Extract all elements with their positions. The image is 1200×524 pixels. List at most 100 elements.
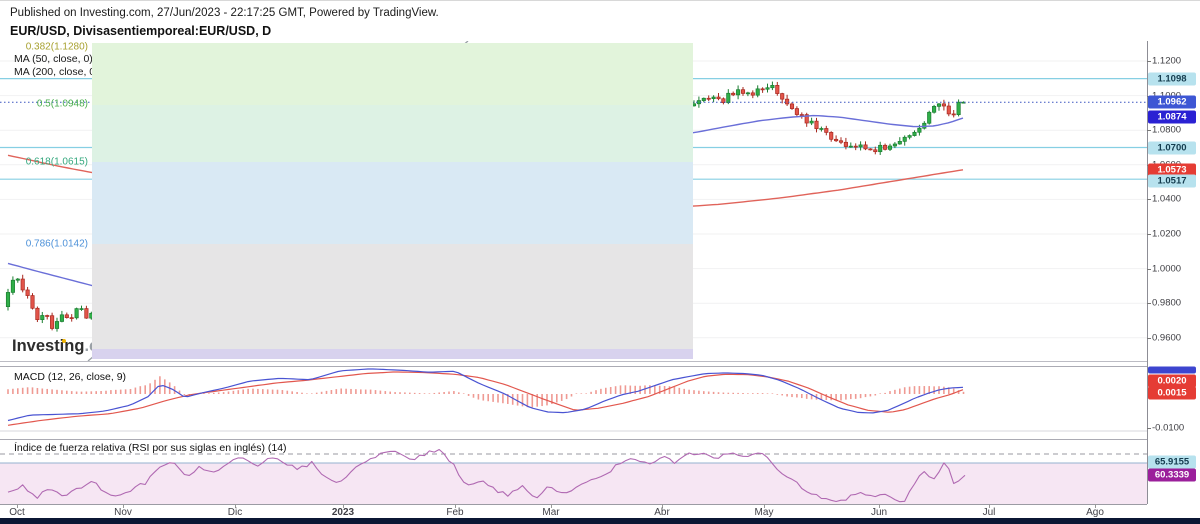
x-axis-month-label: Ago bbox=[1086, 507, 1104, 518]
x-axis-tick-mark bbox=[662, 504, 663, 508]
candle bbox=[30, 295, 35, 309]
candle bbox=[731, 92, 736, 96]
price-panel-bottom-border bbox=[0, 361, 1147, 362]
candle bbox=[941, 103, 946, 107]
ma200-legend[interactable]: MA (200, close, 0) bbox=[14, 66, 99, 78]
candle bbox=[25, 289, 30, 296]
candle bbox=[64, 314, 69, 318]
x-axis-month-label: Nov bbox=[114, 507, 132, 518]
y-axis-tick-mark bbox=[1147, 337, 1151, 339]
fib-band-1 bbox=[92, 104, 693, 163]
candle bbox=[711, 96, 716, 100]
candle bbox=[745, 92, 750, 95]
fib-label-0786: 0.786(1.0142) bbox=[25, 238, 88, 250]
candle bbox=[20, 278, 25, 291]
y-axis-tick-label: 1.0800 bbox=[1152, 124, 1182, 136]
rsi-axis-badge: 60.3339 bbox=[1148, 468, 1196, 482]
candle bbox=[69, 317, 74, 319]
x-axis-month-label: Feb bbox=[446, 507, 464, 518]
candle bbox=[794, 108, 799, 115]
candle bbox=[863, 144, 868, 150]
candle bbox=[716, 96, 721, 100]
price-axis-badge: 1.1098 bbox=[1148, 72, 1196, 86]
candle bbox=[799, 114, 804, 116]
y-axis-tick-mark bbox=[1147, 234, 1151, 235]
rsi-axis-badge: 65.9155 bbox=[1148, 455, 1196, 469]
macd-label[interactable]: MACD (12, 26, close, 9) bbox=[14, 371, 127, 383]
candle bbox=[804, 114, 809, 124]
ma50-legend[interactable]: MA (50, close, 0) bbox=[14, 53, 93, 65]
y-axis-tick-mark bbox=[1147, 199, 1151, 201]
y-axis-tick-label: 0.9800 bbox=[1152, 297, 1182, 309]
x-axis-month-label: May bbox=[754, 507, 774, 518]
candle bbox=[902, 136, 907, 142]
fib-label-0382: 0.382(1.1280) bbox=[25, 41, 88, 53]
candle bbox=[858, 144, 863, 148]
y-axis-tick-mark bbox=[1147, 61, 1151, 62]
macd-axis-badge: 0.0020 bbox=[1148, 374, 1196, 388]
candle bbox=[40, 315, 45, 320]
candle bbox=[848, 145, 853, 148]
candle bbox=[775, 84, 780, 94]
y-axis-tick-label: 1.0200 bbox=[1152, 228, 1182, 240]
instrument-title: EUR/USD, Divisasentiemporeal:EUR/USD, D bbox=[10, 24, 272, 38]
x-axis-tick-mark bbox=[1095, 504, 1096, 508]
macd-panel-canvas[interactable] bbox=[0, 366, 1147, 439]
x-axis-month-label: Dic bbox=[227, 507, 243, 518]
x-axis-tick-mark bbox=[17, 504, 18, 508]
x-axis-month-label: Mar bbox=[542, 507, 560, 518]
candle bbox=[892, 143, 897, 147]
rsi-label[interactable]: Índice de fuerza relativa (RSI por sus s… bbox=[14, 442, 287, 454]
x-axis-month-label: Abr bbox=[654, 507, 670, 518]
candle bbox=[956, 101, 961, 116]
candle bbox=[951, 113, 956, 116]
watermark-brand-dot-icon bbox=[62, 339, 66, 343]
candle bbox=[927, 111, 932, 124]
price-axis-badge: 1.0517 bbox=[1148, 174, 1196, 187]
price-axis-border bbox=[1147, 41, 1148, 504]
candle bbox=[873, 149, 878, 153]
macd-panel-top-border bbox=[0, 366, 1147, 367]
candle bbox=[838, 140, 844, 143]
y-axis-tick-label: 1.0400 bbox=[1152, 193, 1182, 205]
y-axis-tick-mark bbox=[1147, 268, 1151, 270]
y-axis-tick-mark bbox=[1147, 303, 1151, 305]
candle bbox=[726, 92, 731, 103]
candle bbox=[750, 92, 755, 96]
candle bbox=[740, 89, 746, 94]
candle bbox=[59, 314, 64, 322]
fib-label-0618: 0.618(1.0615) bbox=[25, 156, 88, 168]
candle bbox=[887, 145, 893, 150]
price-axis-badge: 1.0962 bbox=[1148, 95, 1196, 109]
candle bbox=[868, 148, 873, 151]
candle bbox=[50, 315, 55, 329]
macd-axis-tick-label: -0.0100 bbox=[1152, 422, 1185, 434]
rsi-panel-bottom-border bbox=[0, 504, 1147, 505]
candle bbox=[780, 93, 785, 100]
rsi-panel-canvas[interactable] bbox=[0, 439, 1147, 504]
x-axis-tick-mark bbox=[235, 504, 236, 508]
candle bbox=[809, 120, 814, 124]
candle bbox=[843, 141, 848, 147]
x-axis-month-label: Jun bbox=[870, 507, 888, 518]
candle bbox=[74, 308, 79, 319]
x-axis-tick-mark bbox=[764, 504, 765, 508]
macd-axis-badge bbox=[1148, 366, 1196, 374]
bottom-bar bbox=[0, 518, 1200, 524]
y-axis-tick-label: 1.1200 bbox=[1152, 55, 1182, 67]
candle bbox=[946, 105, 951, 115]
fib-band-2 bbox=[92, 162, 693, 244]
candle bbox=[917, 127, 922, 133]
candle bbox=[878, 144, 883, 153]
candle bbox=[770, 84, 775, 89]
candle bbox=[5, 292, 11, 308]
candle bbox=[853, 145, 858, 148]
rsi-line bbox=[7, 448, 966, 503]
candle bbox=[721, 98, 726, 103]
candle bbox=[912, 131, 917, 136]
x-axis-month-label: Jul bbox=[982, 507, 996, 518]
candle bbox=[829, 132, 834, 140]
candle bbox=[907, 135, 912, 138]
candle bbox=[789, 103, 795, 109]
x-axis-tick-mark bbox=[989, 504, 990, 508]
